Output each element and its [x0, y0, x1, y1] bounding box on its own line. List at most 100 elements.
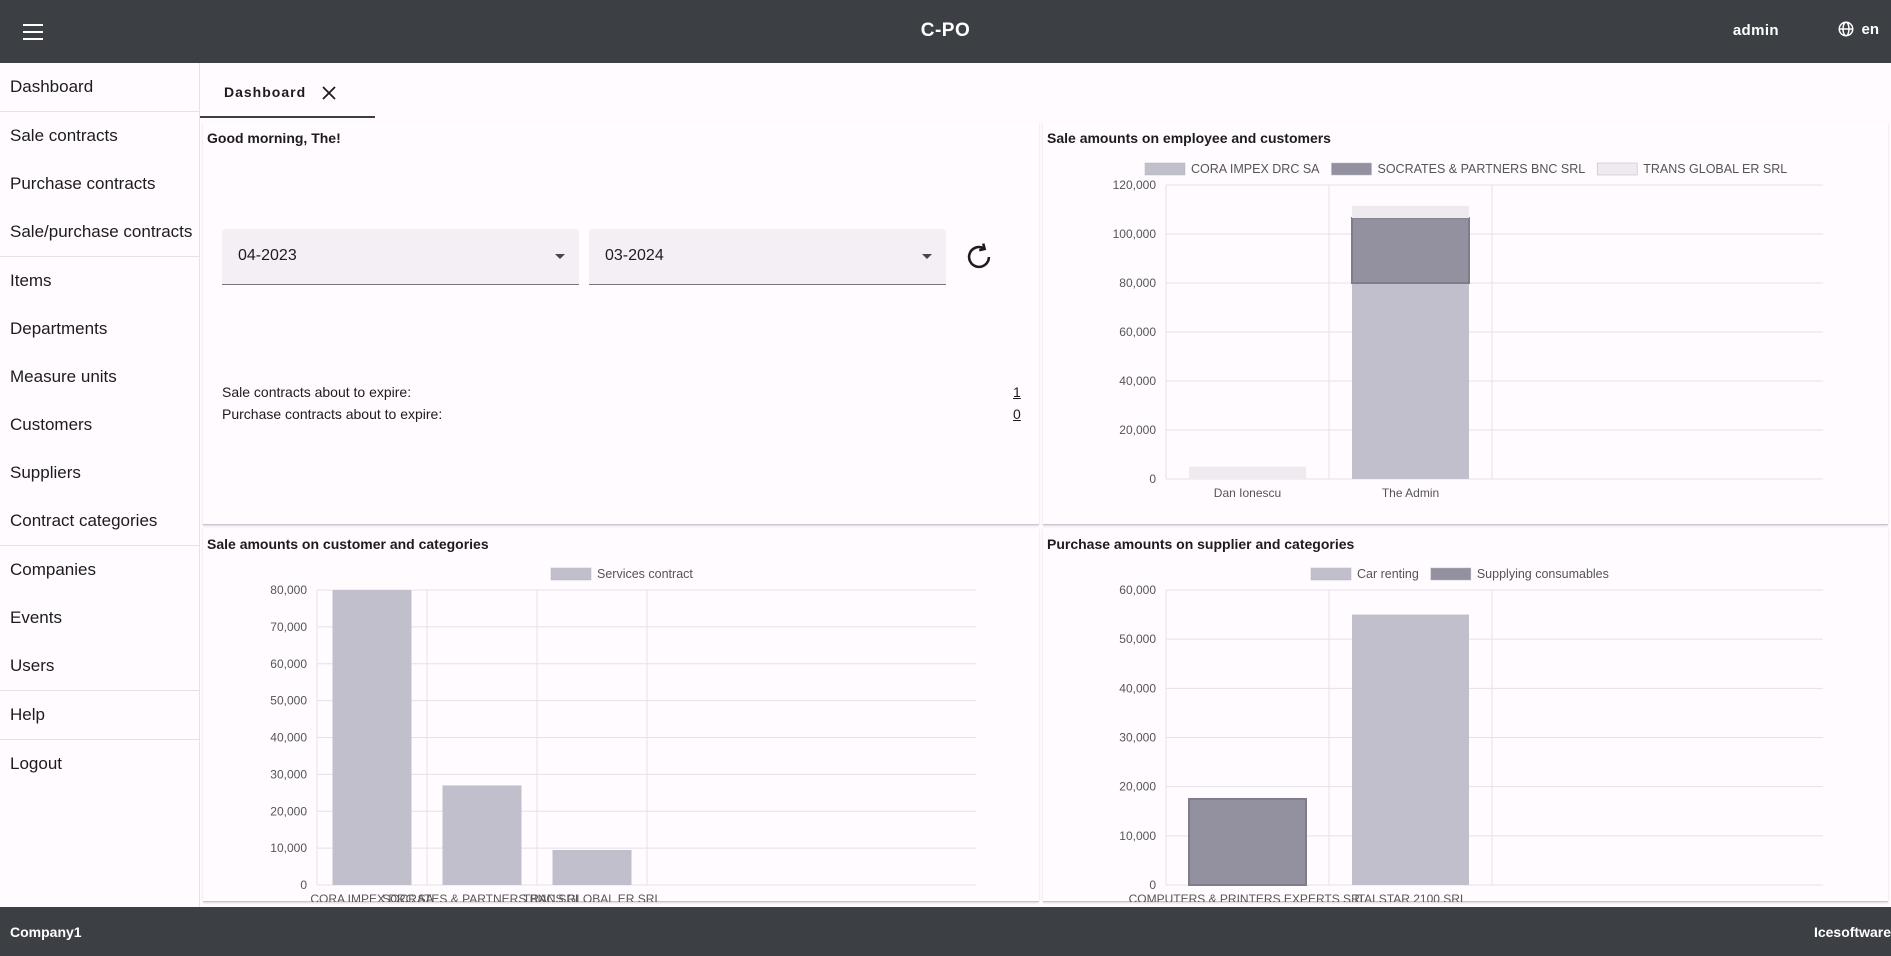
legend-swatch — [1430, 567, 1472, 581]
y-tick-label: 70,000 — [270, 620, 307, 634]
tab-label: Dashboard — [224, 84, 307, 100]
sidebar-item-purchase-contracts[interactable]: Purchase contracts — [10, 174, 156, 193]
y-tick-label: 80,000 — [270, 583, 307, 597]
chart-supplier-categories: Car renting Supplying consumables 0 10,000 2… — [1119, 567, 1823, 902]
sidebar-item-logout[interactable]: Logout — [10, 754, 62, 773]
y-tick-label: 50,000 — [270, 694, 307, 708]
y-tick-label: 30,000 — [270, 767, 307, 781]
y-tick-label: 60,000 — [1119, 583, 1156, 597]
x-tick-label: CORA IMPEX DRC SA — [310, 892, 433, 902]
footer-vendor: Icesoftware — [1813, 924, 1891, 940]
chart-card-customer-categories: Sale amounts on customer and categories … — [203, 528, 1039, 902]
y-tick-label: 120,000 — [1113, 178, 1157, 192]
x-tick-label: TRANS GLOBAL ER SRL — [523, 892, 662, 902]
legend-swatch — [1596, 162, 1638, 176]
y-tick-label: 40,000 — [1119, 374, 1156, 388]
legend-swatch — [1331, 162, 1372, 176]
y-tick-label: 80,000 — [1119, 276, 1156, 290]
to-period-select[interactable]: 03-2024 — [589, 229, 946, 285]
legend-label: CORA IMPEX DRC SA — [1191, 162, 1320, 176]
purchase-expire-label: Purchase contracts about to expire: — [222, 406, 443, 422]
sidebar-item-contract-categories[interactable]: Contract categories — [10, 511, 158, 530]
sidebar-item-sale-purchase-contracts[interactable]: Sale/purchase contracts — [10, 222, 193, 241]
app-title: C-PO — [920, 20, 971, 41]
x-tick-label: SOCRATES & PARTNERS BNC SRL — [382, 892, 582, 902]
refresh-icon[interactable] — [962, 240, 996, 274]
sidebar-item-items[interactable]: Items — [10, 271, 52, 290]
y-tick-label: 60,000 — [270, 657, 307, 671]
bar — [1189, 466, 1306, 479]
legend-label: SOCRATES & PARTNERS BNC SRL — [1378, 162, 1586, 176]
y-tick-label: 10,000 — [1119, 829, 1156, 843]
y-tick-label: 0 — [1149, 472, 1156, 486]
y-tick-label: 0 — [300, 878, 307, 892]
sidebar-item-dashboard[interactable]: Dashboard — [10, 77, 94, 96]
menu-icon[interactable] — [20, 19, 46, 45]
bar — [1352, 614, 1469, 885]
x-tick-label: The Admin — [1382, 486, 1439, 500]
sidebar-item-companies[interactable]: Companies — [10, 560, 96, 579]
sale-expire-count-link[interactable]: 1 — [1013, 384, 1021, 400]
sidebar-item-departments[interactable]: Departments — [10, 319, 108, 338]
legend-label: Services contract — [597, 567, 693, 581]
sidebar-item-sale-contracts[interactable]: Sale contracts — [10, 126, 118, 145]
sidebar-item-suppliers[interactable]: Suppliers — [10, 463, 81, 482]
sidebar-nav: Dashboard Sale contracts Purchase contra… — [0, 63, 200, 907]
legend-swatch — [550, 567, 592, 581]
y-tick-label: 30,000 — [1119, 731, 1156, 745]
bar — [1352, 283, 1469, 479]
y-tick-label: 0 — [1149, 878, 1156, 892]
y-tick-label: 50,000 — [1119, 632, 1156, 646]
language-selector[interactable]: en — [1837, 20, 1879, 38]
nav-divider — [0, 739, 199, 740]
y-tick-label: 20,000 — [1119, 423, 1156, 437]
bar — [552, 849, 632, 885]
y-tick-label: 20,000 — [270, 804, 307, 818]
tab-dashboard[interactable]: Dashboard — [200, 68, 375, 118]
purchase-expire-count-link[interactable]: 0 — [1013, 406, 1021, 422]
y-tick-label: 60,000 — [1119, 325, 1156, 339]
y-tick-label: 20,000 — [1119, 780, 1156, 794]
welcome-card: Good morning, The! 04-2023 03-2024 Sale … — [203, 122, 1039, 525]
chevron-down-icon — [555, 254, 565, 259]
chart-employee-customers: CORA IMPEX DRC SA SOCRATES & PARTNERS BNC… — [1113, 162, 1823, 500]
legend-swatch — [1310, 567, 1352, 581]
x-tick-label: Dan Ionescu — [1214, 486, 1281, 500]
bar — [442, 785, 522, 885]
legend-label: TRANS GLOBAL ER SRL — [1643, 162, 1787, 176]
nav-divider — [0, 545, 199, 546]
bar — [1351, 217, 1470, 284]
greeting: Good morning, The! — [207, 130, 341, 146]
legend-label: Supplying consumables — [1477, 567, 1609, 581]
from-period-value: 04-2023 — [238, 247, 297, 264]
from-period-select[interactable]: 04-2023 — [222, 229, 579, 285]
bar — [1188, 797, 1307, 887]
globe-icon — [1838, 21, 1854, 37]
sidebar-item-measure-units[interactable]: Measure units — [10, 367, 117, 386]
top-app-bar: C-PO admin en — [0, 0, 1891, 63]
chart-card-employee-customers: Sale amounts on employee and customers C… — [1043, 122, 1888, 525]
chart-title: Sale amounts on customer and categories — [207, 536, 489, 552]
nav-divider — [0, 111, 199, 112]
user-menu[interactable]: admin — [1732, 22, 1779, 39]
chart-card-supplier-categories: Purchase amounts on supplier and categor… — [1043, 528, 1888, 902]
nav-divider — [0, 256, 199, 257]
sidebar-item-users[interactable]: Users — [10, 656, 55, 675]
chevron-down-icon — [922, 254, 932, 259]
footer-company: Company1 — [10, 924, 82, 940]
y-tick-label: 10,000 — [270, 841, 307, 855]
close-icon[interactable] — [321, 85, 337, 101]
chart-title: Sale amounts on employee and customers — [1047, 130, 1331, 146]
bar — [1352, 205, 1469, 219]
sidebar-item-events[interactable]: Events — [10, 608, 62, 627]
footer: Company1 Icesoftware — [0, 907, 1891, 956]
x-tick-label: COMPUTERS & PRINTERS EXPERTS SRL — [1129, 892, 1367, 902]
y-tick-label: 40,000 — [270, 731, 307, 745]
language-code: en — [1861, 20, 1879, 38]
sidebar-item-help[interactable]: Help — [10, 705, 45, 724]
x-tick-label: ITALSTAR 2100 SRL — [1354, 892, 1467, 902]
nav-divider — [0, 690, 199, 691]
y-tick-label: 40,000 — [1119, 681, 1156, 695]
sidebar-item-customers[interactable]: Customers — [10, 415, 93, 434]
chart-customer-categories: Services contract 0 10,000 20,000 30,000 40,0… — [270, 567, 976, 902]
